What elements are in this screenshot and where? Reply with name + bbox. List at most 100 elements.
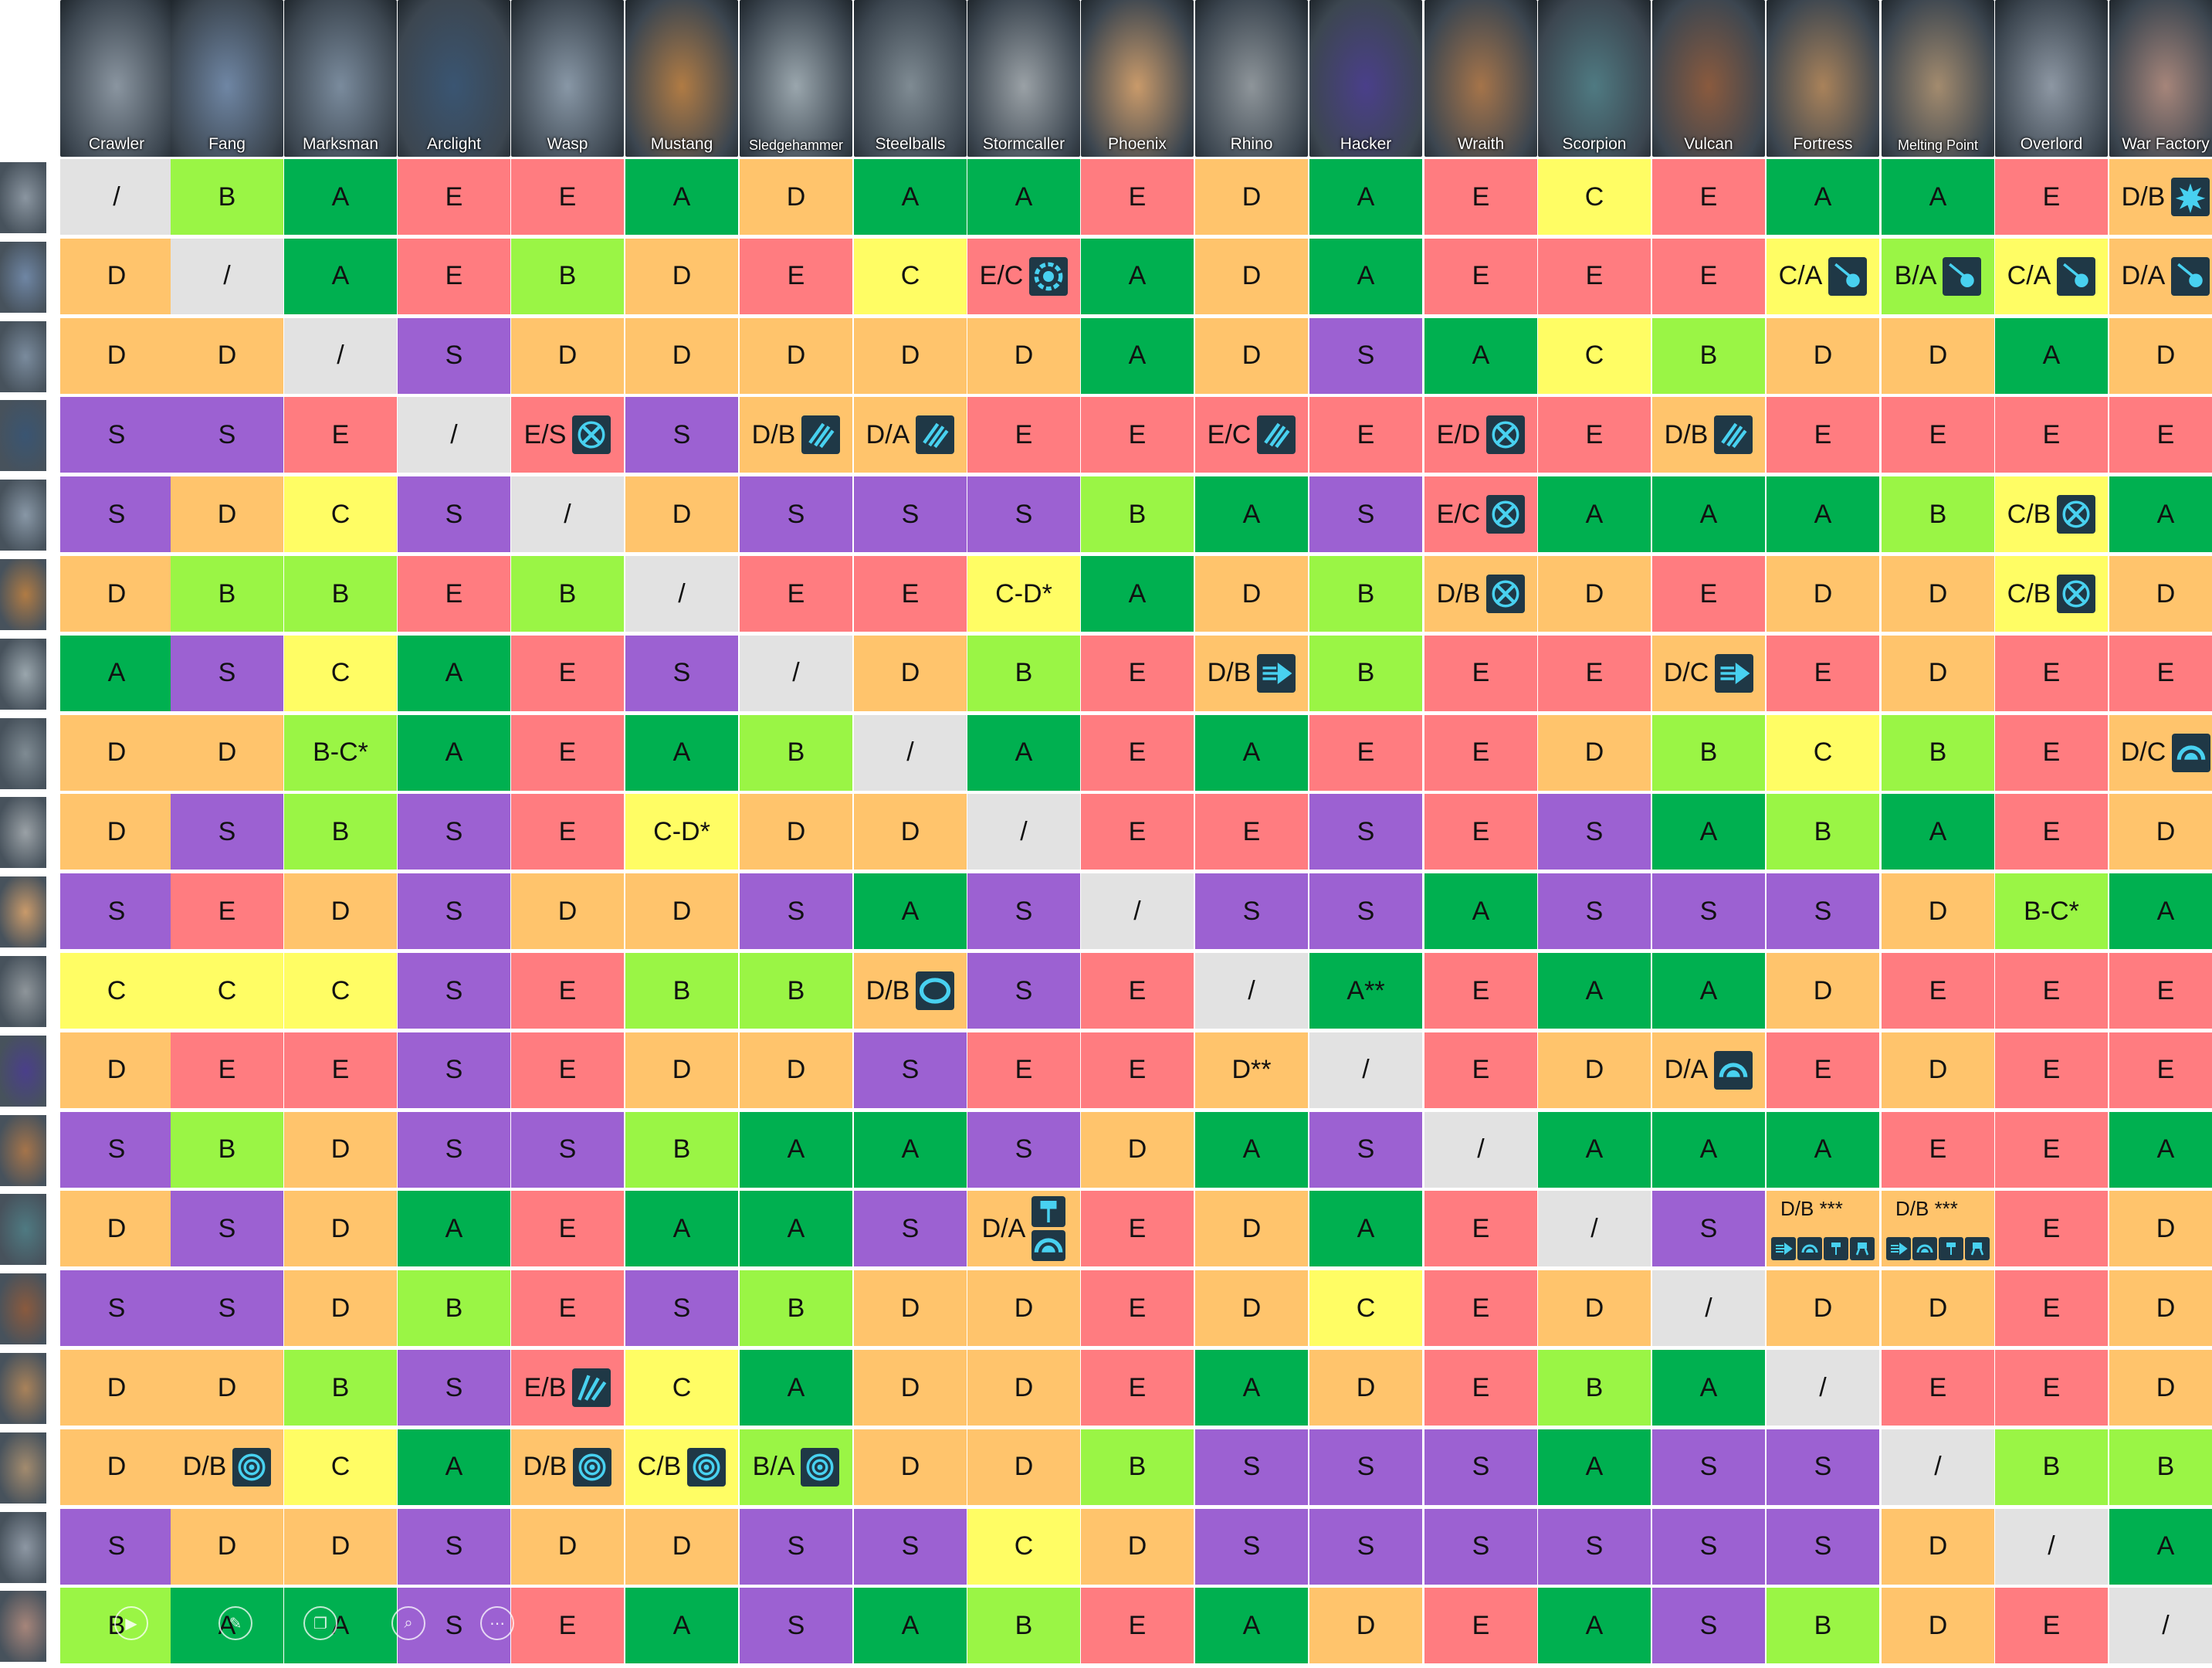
rating-text: A xyxy=(2156,896,2175,926)
rating-text: B xyxy=(331,578,350,609)
rating-text: E xyxy=(2042,975,2061,1005)
rating-text: D xyxy=(1928,1293,1948,1323)
rating-text: E xyxy=(1585,419,1604,449)
matchup-cell: E xyxy=(1995,397,2108,473)
rating-text: D xyxy=(2156,1372,2176,1402)
matchup-cell: B xyxy=(967,1588,1080,1664)
rating-text: C xyxy=(1356,1293,1376,1323)
matchup-cell: D/B xyxy=(1652,397,1765,473)
rating-text: E xyxy=(2156,658,2175,688)
matchup-cell: D xyxy=(1309,1588,1422,1664)
rating-text: E xyxy=(1472,1610,1490,1640)
matchup-cell: E xyxy=(1424,159,1537,235)
rating-text: D xyxy=(217,499,237,529)
matchup-cell: B xyxy=(1081,476,1194,553)
matchup-cell: A xyxy=(967,159,1080,235)
matchup-cell: / xyxy=(284,317,397,394)
comet-icon xyxy=(1943,256,1982,296)
matchup-cell: S xyxy=(60,476,173,553)
matchup-cell: D xyxy=(171,1350,283,1426)
rating-text: S xyxy=(1242,1452,1261,1482)
rating-text: S xyxy=(1699,896,1718,926)
matchup-cell: E xyxy=(1882,1111,1994,1188)
robot-portrait xyxy=(0,1511,46,1583)
matchup-cell: E xyxy=(1195,794,1308,870)
rating-text: D xyxy=(330,1213,351,1243)
search-icon[interactable]: ⌕ xyxy=(391,1606,425,1640)
rating-text: B xyxy=(1699,341,1718,371)
rating-text: A xyxy=(2156,499,2175,529)
matchup-cell: E xyxy=(740,238,852,314)
rating-text: D xyxy=(1928,578,1948,609)
rating-text: E xyxy=(558,181,577,212)
matchup-cell: D xyxy=(2109,1191,2212,1267)
rating-text: E xyxy=(1929,1372,1947,1402)
rating-text: C xyxy=(1813,737,1833,768)
robot-portrait xyxy=(0,559,46,630)
copy-icon[interactable]: ❐ xyxy=(303,1606,337,1640)
matchup-cell: E xyxy=(1081,714,1194,791)
matchup-cell: S xyxy=(1309,794,1422,870)
matchup-cell: E xyxy=(1995,635,2108,711)
matchup-cell: S xyxy=(171,794,283,870)
rating-text: E xyxy=(1128,1055,1147,1085)
matchup-cell: A xyxy=(1424,317,1537,394)
matchup-cell: C xyxy=(967,1508,1080,1585)
robot-name: Vulcan xyxy=(1684,135,1733,153)
rating-text: A xyxy=(445,1213,463,1243)
matchup-cell: E xyxy=(1538,397,1651,473)
matchup-cell: E xyxy=(171,1032,283,1108)
matchup-cell: D xyxy=(1882,1032,1994,1108)
rating-text: B xyxy=(331,816,350,846)
matchup-cell: B-C* xyxy=(284,714,397,791)
row-robot-thumbnail xyxy=(0,876,46,948)
rating-text: A xyxy=(901,896,920,926)
pen-icon[interactable]: ✎ xyxy=(218,1606,252,1640)
matchup-cell: E xyxy=(1424,1270,1537,1347)
rating-text: A xyxy=(331,261,350,291)
rating-text: E xyxy=(1472,658,1490,688)
rating-text: S xyxy=(1015,499,1033,529)
robot-portrait xyxy=(0,1194,46,1266)
rating-text: S xyxy=(672,658,691,688)
rating-text: B xyxy=(787,1293,805,1323)
matchup-cell: D/A xyxy=(967,1191,1080,1267)
robot-name: Fang xyxy=(208,135,246,153)
matchup-cell: D xyxy=(1767,1270,1879,1347)
matchup-cell: C/B xyxy=(1995,476,2108,553)
column-header: Marksman xyxy=(284,0,397,157)
rating-text: S xyxy=(1699,1610,1718,1640)
matchup-cell: S xyxy=(1538,794,1651,870)
rating-text: C xyxy=(330,499,351,529)
rating-text: D xyxy=(107,341,127,371)
rating-text: E xyxy=(2042,816,2061,846)
rating-text: D xyxy=(107,1055,127,1085)
matchup-cell: D xyxy=(1538,714,1651,791)
rating-text: B xyxy=(1015,658,1033,688)
rating-text: D/C xyxy=(1663,658,1709,688)
robot-portrait xyxy=(0,400,46,472)
matchup-cell: A xyxy=(1309,238,1422,314)
rating-text: D xyxy=(330,1531,351,1561)
matchup-cell: E/C xyxy=(1195,397,1308,473)
rating-text: / xyxy=(2162,1610,2170,1640)
rating-text: D xyxy=(2156,816,2176,846)
matchup-cell: D xyxy=(1882,873,1994,950)
more-icon[interactable]: ⋯ xyxy=(480,1606,514,1640)
play-icon[interactable]: ▶ xyxy=(114,1606,148,1640)
column-header: Mustang xyxy=(625,0,738,157)
robot-portrait xyxy=(0,638,46,710)
robot-portrait xyxy=(1995,0,2108,157)
robot-name: Steelballs xyxy=(875,135,946,153)
matchup-cell: E xyxy=(171,873,283,950)
column-header: Sledgehammer xyxy=(740,0,852,157)
rating-text: S xyxy=(445,896,463,926)
rating-text: E xyxy=(1128,1610,1147,1640)
matchup-cell: / xyxy=(740,635,852,711)
rating-text: E xyxy=(2042,737,2061,768)
rating-text: C-D* xyxy=(653,816,710,846)
rating-text: E xyxy=(1128,1213,1147,1243)
rating-text: C-D* xyxy=(995,578,1052,609)
rating-text: D xyxy=(1241,341,1262,371)
